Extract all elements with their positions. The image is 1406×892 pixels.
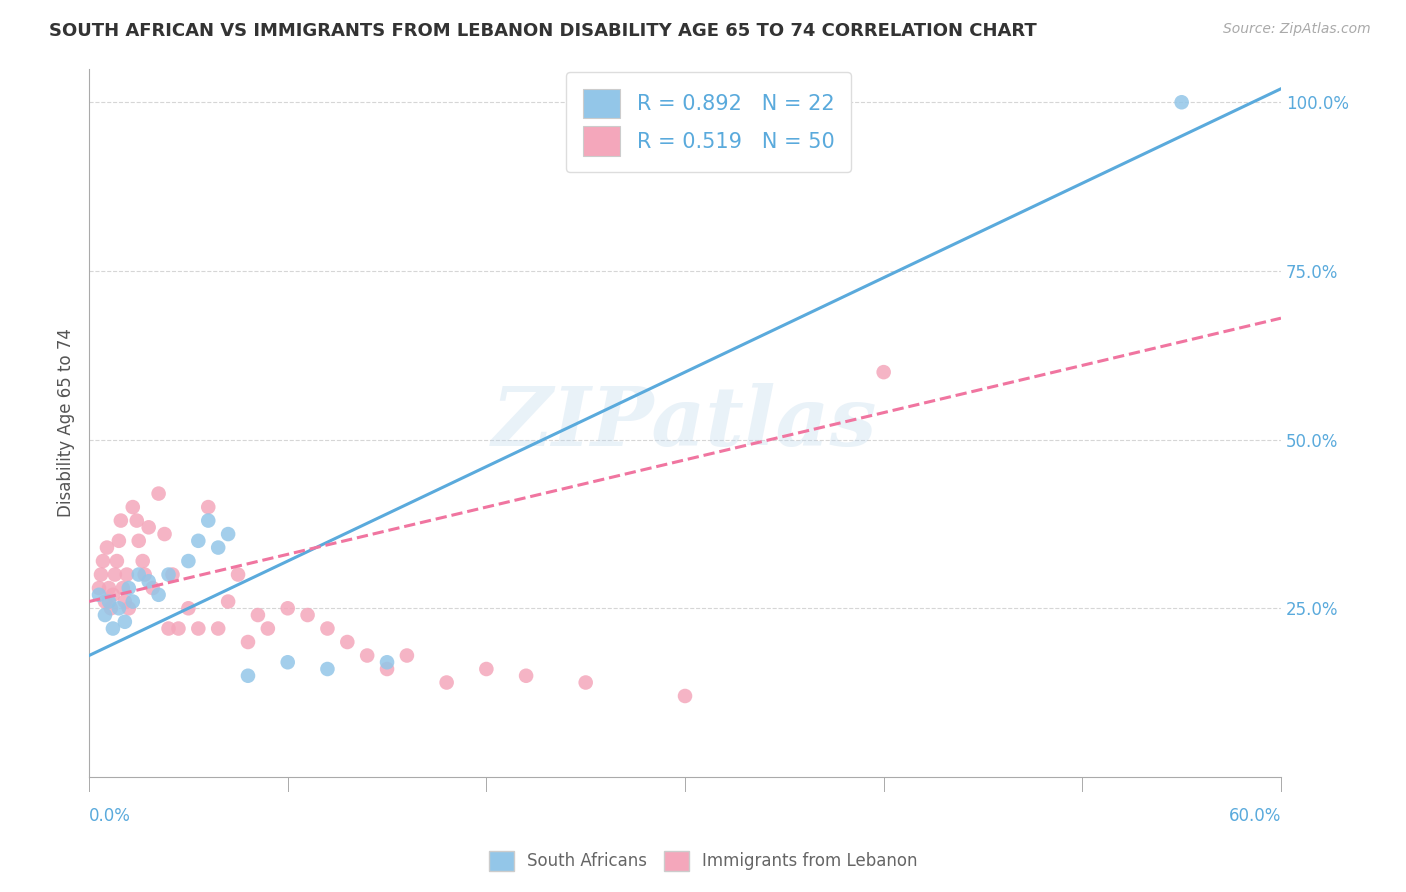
Point bbox=[236, 669, 259, 683]
Point bbox=[111, 581, 134, 595]
Point bbox=[187, 533, 209, 548]
Point bbox=[217, 594, 239, 608]
Point bbox=[575, 675, 598, 690]
Point bbox=[90, 567, 112, 582]
Point bbox=[131, 554, 153, 568]
Point bbox=[395, 648, 418, 663]
Point bbox=[673, 689, 696, 703]
Point bbox=[515, 669, 537, 683]
Y-axis label: Disability Age 65 to 74: Disability Age 65 to 74 bbox=[58, 328, 75, 517]
Point bbox=[246, 607, 269, 622]
Point bbox=[118, 581, 141, 595]
Text: 0.0%: 0.0% bbox=[89, 807, 131, 825]
Point bbox=[97, 581, 120, 595]
Point bbox=[97, 594, 120, 608]
Point bbox=[177, 601, 200, 615]
Point bbox=[121, 500, 143, 514]
Point bbox=[226, 567, 249, 582]
Point bbox=[277, 601, 299, 615]
Legend: South Africans, Immigrants from Lebanon: South Africans, Immigrants from Lebanon bbox=[481, 842, 925, 880]
Point bbox=[375, 655, 398, 669]
Point bbox=[91, 554, 114, 568]
Point bbox=[177, 554, 200, 568]
Text: ZIPatlas: ZIPatlas bbox=[492, 383, 877, 463]
Point bbox=[125, 514, 148, 528]
Point bbox=[436, 675, 458, 690]
Point bbox=[316, 622, 339, 636]
Point bbox=[277, 655, 299, 669]
Point bbox=[197, 500, 219, 514]
Text: SOUTH AFRICAN VS IMMIGRANTS FROM LEBANON DISABILITY AGE 65 TO 74 CORRELATION CHA: SOUTH AFRICAN VS IMMIGRANTS FROM LEBANON… bbox=[49, 22, 1038, 40]
Point bbox=[375, 662, 398, 676]
Point bbox=[297, 607, 319, 622]
Point bbox=[128, 567, 150, 582]
Point bbox=[115, 567, 138, 582]
Point bbox=[236, 635, 259, 649]
Point bbox=[475, 662, 498, 676]
Point bbox=[96, 541, 118, 555]
Point bbox=[110, 514, 132, 528]
Point bbox=[101, 622, 124, 636]
Point bbox=[142, 581, 165, 595]
Point bbox=[157, 567, 180, 582]
Point bbox=[134, 567, 156, 582]
Point bbox=[87, 581, 110, 595]
Point bbox=[138, 520, 160, 534]
Point bbox=[101, 588, 124, 602]
Legend: R = 0.892   N = 22, R = 0.519   N = 50: R = 0.892 N = 22, R = 0.519 N = 50 bbox=[567, 72, 852, 172]
Point bbox=[356, 648, 378, 663]
Point bbox=[114, 615, 136, 629]
Point bbox=[197, 514, 219, 528]
Point bbox=[187, 622, 209, 636]
Point bbox=[336, 635, 359, 649]
Text: 60.0%: 60.0% bbox=[1229, 807, 1281, 825]
Point bbox=[217, 527, 239, 541]
Point bbox=[108, 601, 131, 615]
Point bbox=[148, 486, 170, 500]
Point bbox=[118, 601, 141, 615]
Point bbox=[94, 594, 117, 608]
Point bbox=[207, 541, 229, 555]
Point bbox=[257, 622, 280, 636]
Point bbox=[94, 607, 117, 622]
Point bbox=[207, 622, 229, 636]
Point bbox=[162, 567, 184, 582]
Point bbox=[128, 533, 150, 548]
Point bbox=[108, 533, 131, 548]
Point bbox=[316, 662, 339, 676]
Point bbox=[105, 554, 128, 568]
Point bbox=[1170, 95, 1192, 110]
Point bbox=[872, 365, 894, 379]
Point bbox=[167, 622, 190, 636]
Point bbox=[138, 574, 160, 589]
Point bbox=[157, 622, 180, 636]
Point bbox=[100, 601, 122, 615]
Point bbox=[148, 588, 170, 602]
Point bbox=[104, 567, 127, 582]
Point bbox=[121, 594, 143, 608]
Text: Source: ZipAtlas.com: Source: ZipAtlas.com bbox=[1223, 22, 1371, 37]
Point bbox=[87, 588, 110, 602]
Point bbox=[114, 594, 136, 608]
Point bbox=[153, 527, 176, 541]
